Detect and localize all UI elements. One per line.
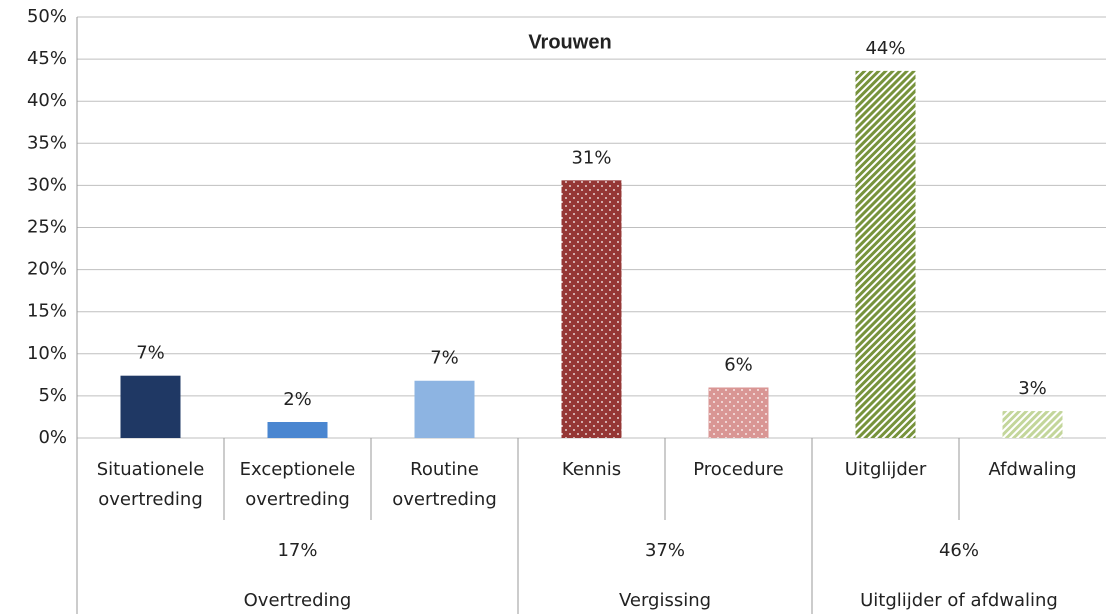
value-label: 7% [430, 348, 459, 369]
group-total: 17% [277, 540, 317, 561]
x-tick-label: Kennis [561, 459, 622, 480]
bar [120, 375, 181, 438]
bar [414, 380, 475, 438]
y-tick-label: 0% [38, 427, 67, 448]
y-tick-label: 30% [27, 174, 67, 195]
group-total: 37% [645, 540, 685, 561]
bar [855, 70, 916, 438]
group-label: Overtreding [244, 590, 352, 611]
value-label: 44% [865, 38, 905, 59]
x-tick-label: Uitglijder [844, 459, 927, 480]
y-tick-label: 50% [27, 6, 67, 27]
group-total: 46% [939, 540, 979, 561]
x-tick-label: Afdwaling [988, 459, 1077, 480]
value-label: 7% [136, 343, 165, 364]
value-label: 3% [1018, 378, 1047, 399]
chart-title: Vrouwen [528, 31, 611, 53]
y-tick-label: 10% [27, 343, 67, 364]
x-tick-label: Procedure [693, 459, 784, 480]
x-tick-label: Routine overtreding [392, 459, 497, 510]
x-tick-label: Exceptionele overtreding [239, 459, 356, 510]
y-tick-label: 5% [38, 385, 67, 406]
bar [1002, 411, 1063, 438]
bar [708, 387, 769, 438]
bar [561, 180, 622, 438]
group-label: Vergissing [619, 590, 711, 611]
x-tick-label: Situationele overtreding [96, 459, 205, 510]
y-tick-label: 35% [27, 132, 67, 153]
value-label: 31% [571, 147, 611, 168]
value-label: 2% [283, 389, 312, 410]
group-label: Uitglijder of afdwaling [860, 590, 1058, 611]
y-tick-label: 25% [27, 217, 67, 238]
bar [267, 422, 328, 438]
y-tick-label: 45% [27, 48, 67, 69]
value-label: 6% [724, 354, 753, 375]
y-tick-label: 20% [27, 259, 67, 280]
y-tick-label: 40% [27, 90, 67, 111]
y-tick-label: 15% [27, 301, 67, 322]
